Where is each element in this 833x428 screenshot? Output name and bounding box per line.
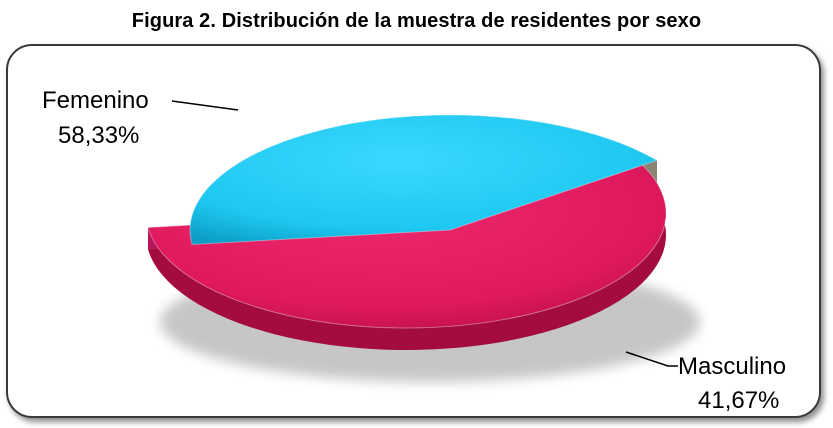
value-femenino: 58,33%	[58, 122, 139, 149]
chart-title: Figura 2. Distribución de la muestra de …	[131, 10, 702, 32]
label-masculino: Masculino	[678, 353, 786, 380]
leader-line-femenino	[171, 100, 239, 111]
leader-line-masculino	[625, 351, 678, 367]
slice-masculino	[189, 114, 659, 246]
pie-slices	[147, 114, 667, 329]
label-femenino: Femenino	[42, 87, 149, 114]
value-masculino: 41,67%	[698, 387, 779, 414]
